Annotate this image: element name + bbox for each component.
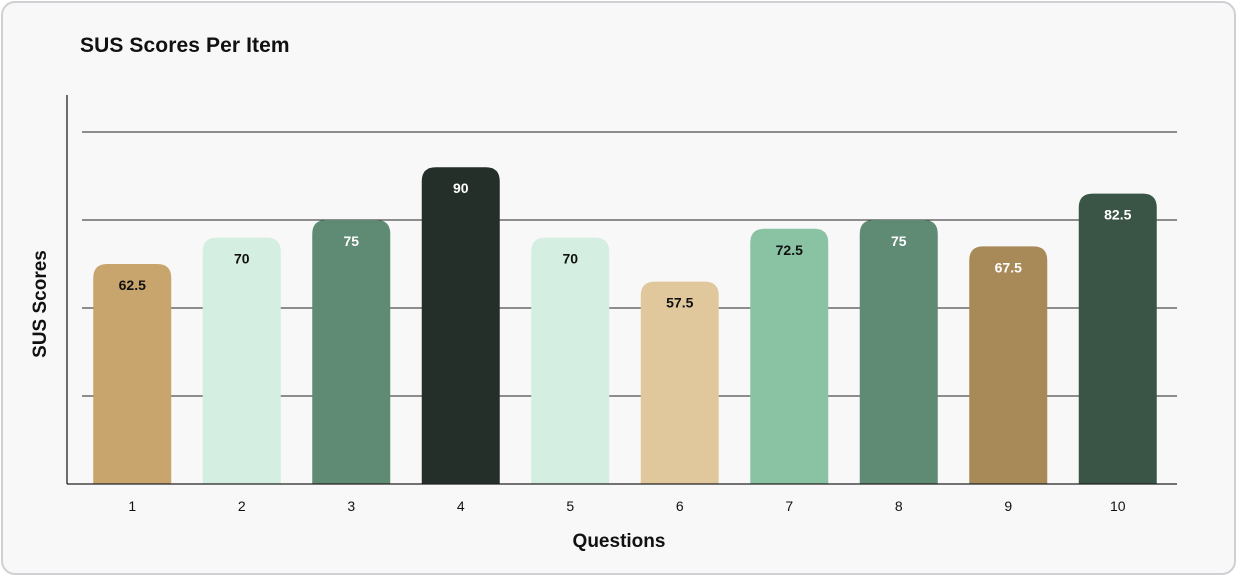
- bar-value-label: 62.5: [119, 277, 146, 293]
- bar-6: [640, 281, 719, 484]
- bar-value-label: 82.5: [1104, 207, 1131, 223]
- bar-7: [750, 228, 829, 484]
- x-tick-label: 2: [238, 498, 246, 514]
- x-axis-title: Questions: [573, 531, 666, 552]
- x-tick-label: 10: [1110, 498, 1126, 514]
- x-tick-label: 6: [676, 498, 684, 514]
- x-tick-label: 8: [895, 498, 903, 514]
- bar-value-label: 75: [891, 233, 907, 249]
- chart-title: SUS Scores Per Item: [80, 34, 290, 57]
- x-tick-label: 5: [566, 498, 574, 514]
- x-tick-label: 9: [1004, 498, 1012, 514]
- bar-value-label: 67.5: [995, 259, 1022, 275]
- bar-3: [312, 220, 391, 484]
- bar-1: [93, 264, 172, 484]
- bar-value-label: 57.5: [666, 295, 693, 311]
- bar-value-label: 70: [234, 251, 250, 267]
- bar-2: [202, 237, 281, 484]
- x-tick-label: 3: [347, 498, 355, 514]
- bar-10: [1078, 193, 1157, 484]
- bar-value-label: 72.5: [776, 242, 803, 258]
- bar-4: [421, 167, 500, 484]
- x-tick-labels: 1 2 3 4 5 6 7 8 9 10: [128, 498, 1125, 514]
- bar-value-label: 90: [453, 180, 469, 196]
- bar-value-label: 70: [562, 251, 578, 267]
- x-tick-label: 4: [457, 498, 465, 514]
- x-tick-label: 1: [128, 498, 136, 514]
- bars: 62.5 70 75 90 70 57.5 72.5 75 67.5 82.5: [93, 167, 1157, 484]
- bar-8: [859, 220, 938, 484]
- bar-9: [969, 246, 1048, 484]
- x-tick-label: 7: [785, 498, 793, 514]
- bar-value-label: 75: [343, 233, 359, 249]
- bar-5: [531, 237, 610, 484]
- y-axis-title: SUS Scores: [30, 250, 51, 358]
